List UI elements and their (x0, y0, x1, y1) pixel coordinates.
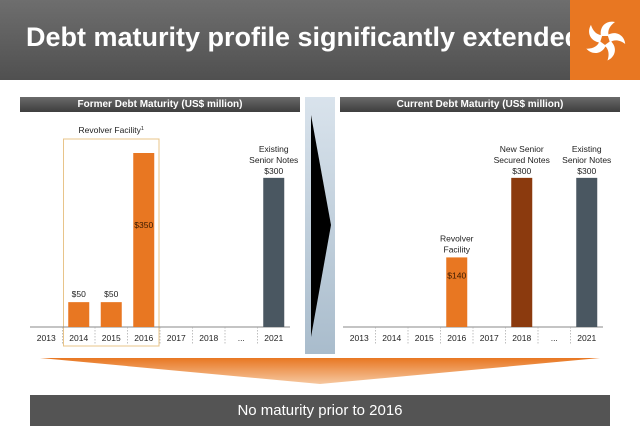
x-tick-label: 2021 (577, 333, 596, 343)
arrow-down-icon (40, 358, 600, 384)
bar-2015 (100, 302, 122, 327)
bar-value-label: $50 (72, 289, 86, 299)
bar-value-label: $140 (447, 270, 466, 280)
former-debt-chart: Revolver Facility1 2013 2014 $50 2015 $50 2016… (30, 125, 298, 347)
bar-value-label: $300 (577, 166, 596, 176)
bar-2021 (263, 177, 285, 327)
bar-value-label: $300 (512, 166, 531, 176)
x-tick-label: ... (551, 333, 558, 343)
logo (570, 0, 640, 80)
x-tick-label: 2016 (447, 333, 466, 343)
bar-value-label: $300 (264, 166, 283, 176)
right-chart-header: Current Debt Maturity (US$ million) (340, 97, 620, 112)
revolver-box-label: Revolver Facility1 (79, 125, 144, 135)
bar-value-label: $50 (104, 289, 118, 299)
x-tick-label: 2014 (382, 333, 401, 343)
bar-value-label: $350 (134, 220, 153, 230)
bar-annotation: Senior Notes (562, 155, 611, 165)
x-tick-label: 2015 (415, 333, 434, 343)
bar-annotation: New Senior (500, 144, 544, 154)
x-tick-label: 2016 (134, 333, 153, 343)
x-tick-label: 2014 (69, 333, 88, 343)
bar-annotation: Senior Notes (249, 155, 298, 165)
arrow-right-icon (311, 115, 331, 337)
x-tick-label: 2017 (480, 333, 499, 343)
left-chart-header: Former Debt Maturity (US$ million) (20, 97, 300, 112)
x-tick-label: 2018 (512, 333, 531, 343)
x-tick-label: 2013 (37, 333, 56, 343)
bar-annotation: Existing (259, 144, 289, 154)
bar-2016 (133, 153, 155, 327)
current-debt-chart: 2013 2014 2015 2016 $140 2017 2018 $300... 2021 $… (343, 144, 611, 345)
bar-annotation: Secured Notes (494, 155, 550, 165)
divider-panel (305, 97, 335, 354)
footnote-marker: 1 (141, 126, 144, 132)
bar-2021 (576, 177, 598, 327)
bar-2014 (68, 302, 90, 327)
bar-annotation: Facility (444, 244, 471, 254)
x-tick-label: 2013 (350, 333, 369, 343)
conclusion-banner: No maturity prior to 2016 (30, 395, 610, 426)
bar-2016 (446, 257, 468, 327)
x-tick-label: 2015 (102, 333, 121, 343)
bar-annotation: Existing (572, 144, 602, 154)
logo-icon (586, 21, 626, 61)
x-tick-label: 2017 (167, 333, 186, 343)
x-tick-label: 2018 (199, 333, 218, 343)
revolver-highlight-box (63, 138, 160, 347)
title-bar: Debt maturity profile significantly exte… (0, 0, 581, 80)
bar-annotation: Revolver (440, 233, 474, 243)
slide-title: Debt maturity profile significantly exte… (26, 22, 582, 52)
x-tick-label: 2021 (264, 333, 283, 343)
x-tick-label: ... (238, 333, 245, 343)
bar-2018 (511, 177, 533, 327)
